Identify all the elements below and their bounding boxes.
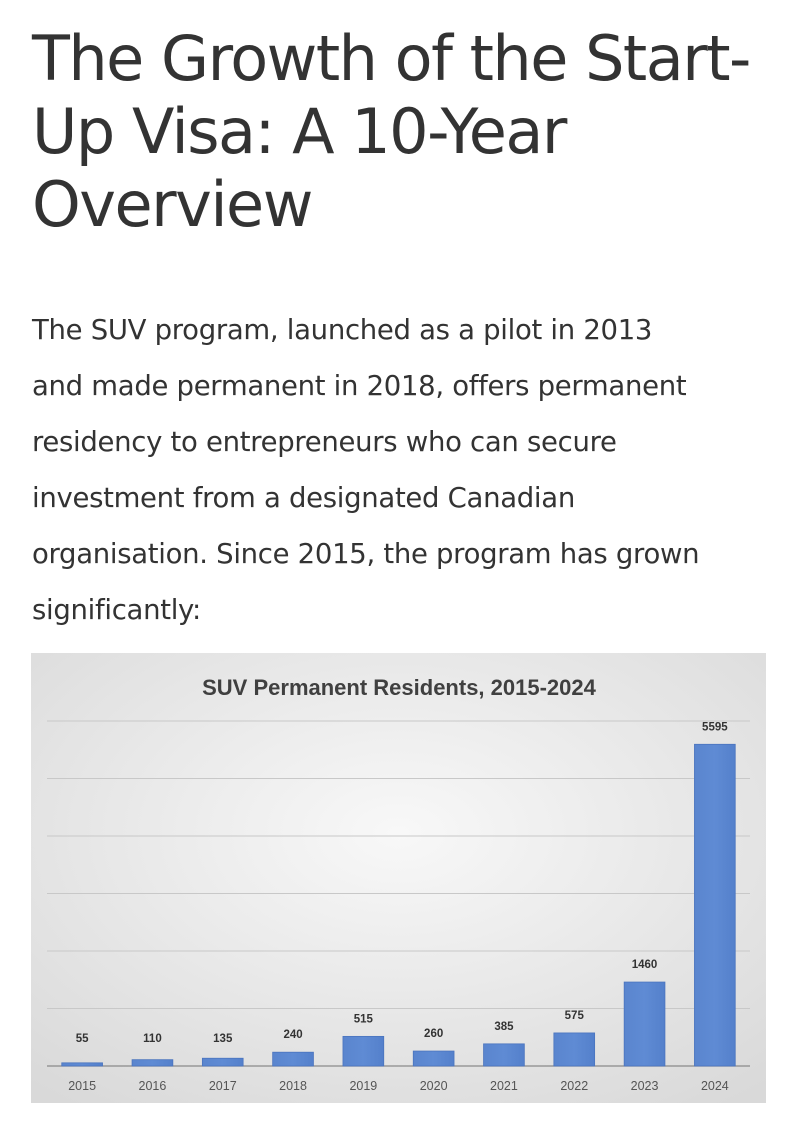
data-label-2021: 385 [494, 1021, 514, 1033]
x-tick-2023: 2023 [631, 1079, 659, 1093]
data-label-2017: 135 [213, 1033, 233, 1045]
article-title-line: Overview [32, 168, 313, 241]
x-tick-2019: 2019 [349, 1079, 377, 1093]
bar-2015 [61, 1062, 103, 1067]
chart-bars [61, 743, 736, 1067]
bar-2023 [623, 981, 666, 1067]
x-tick-2018: 2018 [279, 1079, 307, 1093]
data-label-2020: 260 [424, 1028, 443, 1040]
x-tick-2021: 2021 [490, 1079, 518, 1093]
data-label-2022: 575 [565, 1010, 585, 1022]
data-label-2023: 1460 [632, 959, 658, 971]
chart-title: SUV Permanent Residents, 2015-2024 [202, 675, 597, 700]
data-label-2024: 5595 [702, 721, 728, 733]
chart-x-ticks: 2015 2016 2017 2018 2019 2020 2021 2022 2023 2024 [68, 1079, 729, 1093]
bar-2024 [694, 743, 736, 1067]
paragraph-line: residency to entrepreneurs who can secur… [32, 426, 617, 458]
x-tick-2020: 2020 [420, 1079, 448, 1093]
paragraph-line: The SUV program, launched as a pilot in … [32, 314, 653, 346]
chart-data-labels: 55 110 135 240 515 260 385 575 1460 5595 [76, 721, 728, 1045]
x-tick-2016: 2016 [139, 1079, 167, 1093]
x-tick-2015: 2015 [68, 1079, 96, 1093]
x-tick-2017: 2017 [209, 1079, 237, 1093]
bar-2020 [412, 1050, 455, 1067]
bar-2022 [553, 1032, 596, 1067]
data-label-2018: 240 [283, 1029, 302, 1041]
paragraph-line: investment from a designated Canadian [32, 482, 575, 514]
paragraph-line: significantly: [32, 594, 201, 626]
data-label-2016: 110 [143, 1033, 162, 1045]
data-label-2019: 515 [354, 1013, 374, 1025]
bar-2019 [342, 1035, 385, 1067]
data-label-2015: 55 [76, 1033, 89, 1045]
paragraph-line: and made permanent in 2018, offers perma… [32, 370, 687, 402]
bar-2017 [201, 1057, 244, 1067]
bar-chart-figure: SUV Permanent Residents, 2015-2024 55 110… [31, 653, 766, 1103]
article-title-line: The Growth of the Start- [32, 22, 751, 95]
bar-2016 [131, 1059, 174, 1067]
article-title: The Growth of the Start- Up Visa: A 10-Y… [32, 22, 772, 241]
x-tick-2024: 2024 [701, 1079, 729, 1093]
article-paragraph: The SUV program, launched as a pilot in … [32, 302, 772, 638]
bar-2018 [272, 1051, 314, 1067]
x-tick-2022: 2022 [560, 1079, 588, 1093]
paragraph-line: organisation. Since 2015, the program ha… [32, 538, 700, 570]
bar-2021 [483, 1043, 525, 1067]
article-title-line: Up Visa: A 10-Year [32, 95, 567, 168]
bar-chart: SUV Permanent Residents, 2015-2024 55 110… [31, 653, 766, 1103]
